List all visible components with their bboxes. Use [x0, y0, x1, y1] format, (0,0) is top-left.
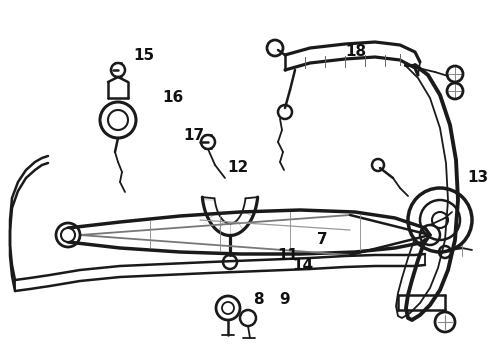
Text: 11: 11: [277, 248, 298, 264]
Text: 13: 13: [467, 171, 489, 185]
Text: 16: 16: [162, 90, 184, 105]
Text: 7: 7: [317, 233, 327, 248]
Text: 18: 18: [345, 45, 367, 59]
Text: 14: 14: [293, 257, 314, 273]
Text: 8: 8: [253, 292, 263, 306]
Text: 17: 17: [183, 127, 204, 143]
Text: 9: 9: [280, 292, 290, 306]
Text: 15: 15: [133, 48, 154, 63]
Circle shape: [61, 228, 75, 242]
Text: 12: 12: [227, 161, 248, 175]
